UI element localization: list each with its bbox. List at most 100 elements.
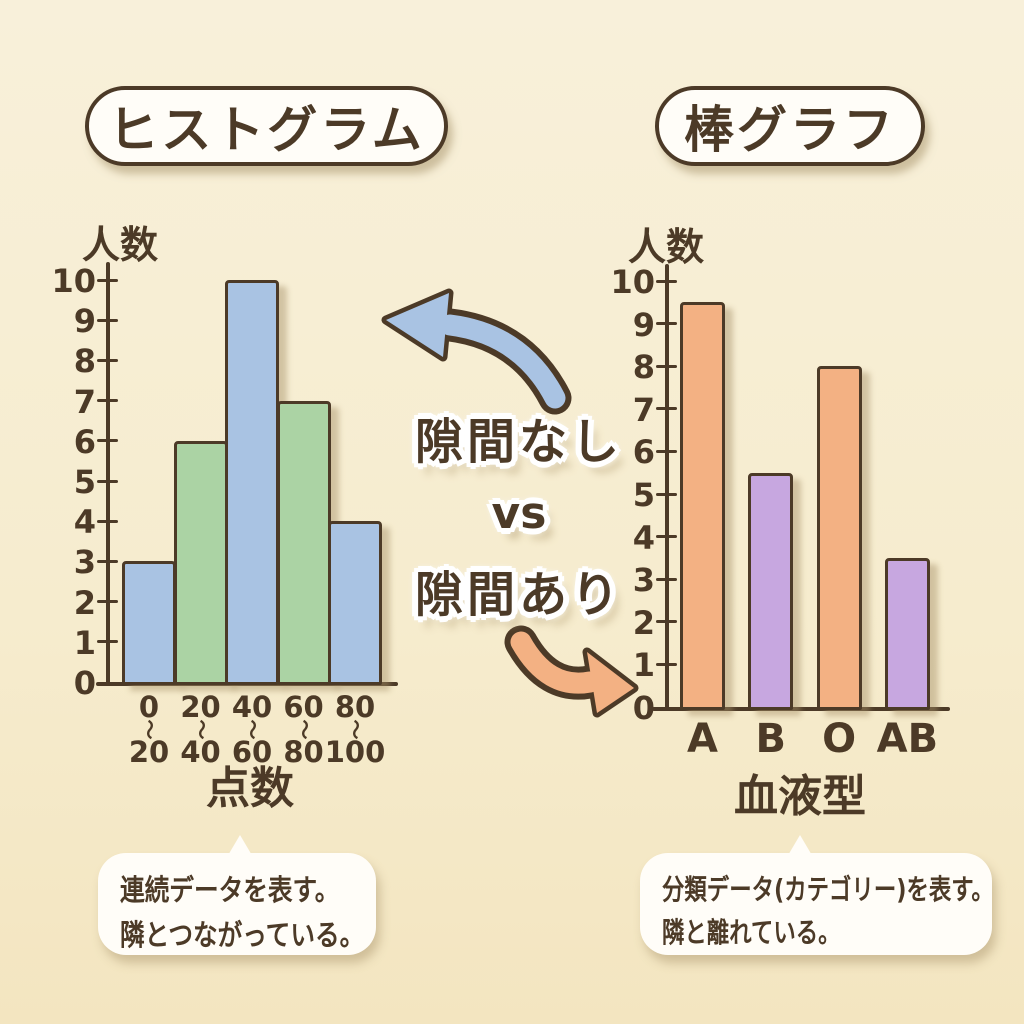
x-category-to: 60: [231, 735, 273, 770]
bar-20〜40: [173, 440, 228, 685]
arrow-to-bar-chart-body: [510, 631, 601, 694]
x-category-from: 60: [283, 690, 324, 724]
y-tick-label: 5: [73, 463, 96, 501]
y-tick-label: 8: [632, 348, 655, 387]
y-tick: [656, 620, 677, 624]
y-tick: [97, 358, 118, 362]
bar-chart-caption-bubble: 分類データ(カテゴリー)を表す。 隣と離れている。: [640, 835, 994, 955]
bar-O: [816, 366, 862, 710]
histogram-title-bubble: ヒストグラム: [85, 86, 448, 166]
histogram-caption-line-1: 連続データを表す。: [120, 873, 340, 907]
y-tick-label: 2: [632, 603, 655, 642]
y-tick-label: 6: [73, 422, 96, 461]
y-axis: [665, 264, 669, 711]
y-tick-label: 4: [632, 518, 655, 557]
arrow-to-histogram-body: [439, 314, 566, 409]
y-tick-label: 10: [610, 263, 655, 301]
x-category-label: A: [687, 716, 718, 762]
y-tick: [656, 322, 677, 326]
x-category-from: 40: [231, 690, 273, 724]
y-tick-label: 8: [73, 342, 96, 381]
x-category-from: 80: [334, 690, 376, 724]
no-gap-label: 隙間なし: [414, 414, 624, 470]
x-category-label: O: [822, 716, 857, 762]
y-tick: [656, 577, 677, 581]
y-tick-label: 7: [73, 382, 96, 421]
y-tick-label: 5: [632, 476, 655, 514]
x-category-label: 80 〜 100: [309, 692, 401, 768]
y-tick-label: 10: [51, 262, 96, 300]
arrow-to-bar-chart-body-outline: [504, 625, 607, 700]
y-tick-label: 9: [73, 302, 96, 341]
x-category-to: 40: [180, 735, 221, 770]
bar-60〜80: [276, 400, 331, 685]
gap-label: 隙間あり: [414, 567, 624, 623]
x-category-label: 20 〜 40: [155, 692, 247, 768]
bar-chart-y-axis-label: 人数: [628, 225, 705, 269]
histogram-caption-bubble: 連続データを表す。 隣とつながっている。: [98, 835, 376, 955]
y-tick: [97, 439, 118, 443]
bar-80〜100: [328, 521, 382, 685]
y-tick: [97, 318, 118, 322]
y-tick-label: 3: [632, 561, 655, 600]
x-category-to: 80: [283, 735, 324, 770]
arrow-to-histogram-head-fill: [386, 293, 449, 357]
bar-A: [680, 302, 725, 710]
y-tick: [97, 559, 118, 563]
bar-chart-caption-line-1: 分類データ(カテゴリー)を表す。: [662, 873, 994, 906]
arrow-to-histogram: [381, 288, 572, 415]
x-category-to: 20: [128, 735, 170, 770]
y-tick-label: 1: [632, 646, 655, 685]
y-tick-label: 4: [73, 503, 96, 542]
y-tick-label: 0: [73, 664, 96, 702]
y-tick: [656, 364, 677, 368]
y-tick-label: 7: [632, 390, 655, 429]
y-tick: [656, 407, 677, 411]
y-tick: [97, 278, 118, 282]
x-category-label: B: [755, 716, 787, 762]
speech-tail-icon: [227, 835, 253, 857]
y-tick-label: 0: [632, 689, 655, 727]
x-category-to: 100: [324, 735, 386, 770]
bar-chart-caption-line-2: 隣と離れている。: [662, 916, 841, 950]
bar-0〜20: [122, 561, 176, 685]
y-tick: [97, 399, 118, 403]
y-tick: [97, 519, 118, 523]
bar-B: [748, 472, 794, 710]
y-tick-label: 1: [73, 623, 96, 662]
y-tick-label: 6: [632, 433, 655, 472]
x-category-label: 40 〜 60: [206, 692, 298, 768]
bar-chart-title-bubble: 棒グラフ: [655, 86, 925, 166]
y-tick: [656, 492, 677, 496]
speech-tail-icon: [787, 835, 813, 857]
x-category-label: 60 〜 80: [258, 692, 350, 768]
y-tick: [656, 449, 677, 453]
histogram-x-axis-label: 点数: [206, 763, 294, 814]
y-tick-label: 3: [73, 543, 96, 582]
x-category-label: AB: [876, 716, 939, 762]
x-axis: [652, 707, 950, 711]
histogram-y-axis-label: 人数: [82, 223, 159, 267]
x-category-from: 20: [180, 690, 221, 724]
y-tick: [656, 279, 677, 283]
bar-chart-x-axis-label: 血液型: [734, 771, 866, 822]
range-tilde-icon: 〜: [343, 719, 368, 740]
arrow-to-histogram-body-outline: [433, 308, 572, 415]
histogram-caption-line-2: 隣とつながっている。: [120, 917, 365, 952]
y-tick: [97, 479, 118, 483]
y-tick: [97, 640, 118, 644]
comparison-label: 隙間なし vs 隙間あり: [415, 402, 623, 625]
arrow-to-histogram-head: [381, 288, 454, 362]
y-axis: [106, 262, 110, 686]
bar-40〜60: [225, 280, 279, 685]
histogram-title: ヒストグラム: [108, 101, 425, 159]
y-tick: [97, 600, 118, 604]
y-tick: [656, 535, 677, 539]
vs-label: vs: [491, 488, 547, 539]
bar-chart-title: 棒グラフ: [684, 101, 896, 159]
y-tick: [656, 662, 677, 666]
x-category-label: 0 〜 20: [103, 692, 195, 768]
y-tick-label: 9: [632, 305, 655, 344]
bar-AB: [884, 557, 930, 710]
